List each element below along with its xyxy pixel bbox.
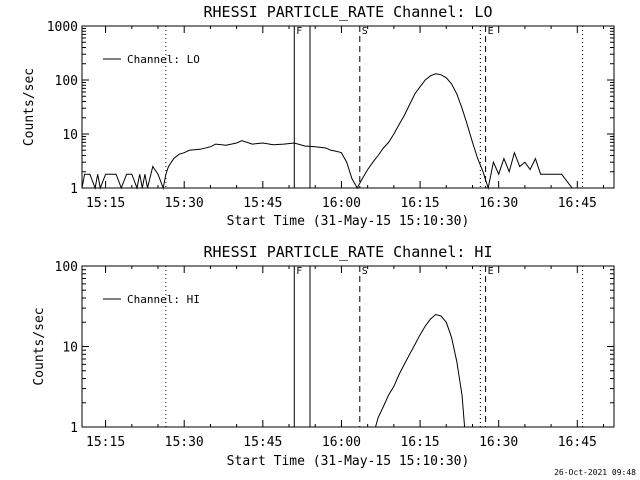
x-tick-label: 16:15 bbox=[400, 196, 439, 211]
chart-title: RHESSI PARTICLE_RATE Channel: LO bbox=[204, 3, 493, 21]
y-tick-label: 100 bbox=[55, 260, 78, 275]
plot-frame bbox=[81, 25, 615, 189]
x-tick-label: 16:30 bbox=[479, 196, 518, 211]
x-axis-label: Start Time (31-May-15 15:10:30) bbox=[227, 214, 470, 229]
y-tick-label: 100 bbox=[55, 74, 78, 89]
x-tick-label: 16:00 bbox=[322, 196, 361, 211]
footer-timestamp: 26-Oct-2021 09:48 bbox=[554, 468, 636, 477]
y-axis-label: Counts/sec bbox=[32, 307, 47, 385]
y-axis-label: Counts/sec bbox=[22, 68, 37, 146]
x-tick-label: 16:45 bbox=[558, 435, 597, 450]
marker-label: E bbox=[488, 26, 494, 37]
y-tick-label: 10 bbox=[62, 128, 78, 143]
x-tick-label: 15:30 bbox=[165, 196, 204, 211]
panel-lo: RHESSI PARTICLE_RATE Channel: LO 15:15 15:… bbox=[22, 3, 615, 229]
series-line bbox=[375, 313, 466, 428]
x-tick-label: 16:15 bbox=[400, 435, 439, 450]
x-tick-label: 16:45 bbox=[558, 196, 597, 211]
y-tick-label: 1000 bbox=[47, 20, 78, 35]
legend-label: Channel: HI bbox=[127, 293, 200, 306]
y-tick-label: 1 bbox=[70, 421, 78, 436]
marker-label: S bbox=[362, 26, 368, 37]
x-tick-label: 15:45 bbox=[243, 435, 282, 450]
x-axis-label: Start Time (31-May-15 15:10:30) bbox=[227, 454, 470, 469]
panel-hi: RHESSI PARTICLE_RATE Channel: HI 15:15 15:… bbox=[32, 243, 615, 469]
marker-label: E bbox=[488, 266, 494, 277]
x-tick-label: 16:30 bbox=[479, 435, 518, 450]
marker-label: F bbox=[296, 266, 302, 277]
x-tick-label: 16:00 bbox=[322, 435, 361, 450]
x-tick-label: 15:15 bbox=[86, 196, 125, 211]
marker-label: S bbox=[362, 266, 368, 277]
chart-title: RHESSI PARTICLE_RATE Channel: HI bbox=[204, 243, 493, 261]
y-tick-label: 1 bbox=[70, 182, 78, 197]
y-tick-label: 10 bbox=[62, 341, 78, 356]
x-tick-label: 15:45 bbox=[243, 196, 282, 211]
x-tick-label: 15:15 bbox=[86, 435, 125, 450]
x-tick-label: 15:30 bbox=[165, 435, 204, 450]
marker-label: F bbox=[296, 26, 302, 37]
legend-label: Channel: LO bbox=[127, 53, 200, 66]
plot-frame bbox=[81, 265, 615, 428]
series-line bbox=[81, 73, 583, 190]
